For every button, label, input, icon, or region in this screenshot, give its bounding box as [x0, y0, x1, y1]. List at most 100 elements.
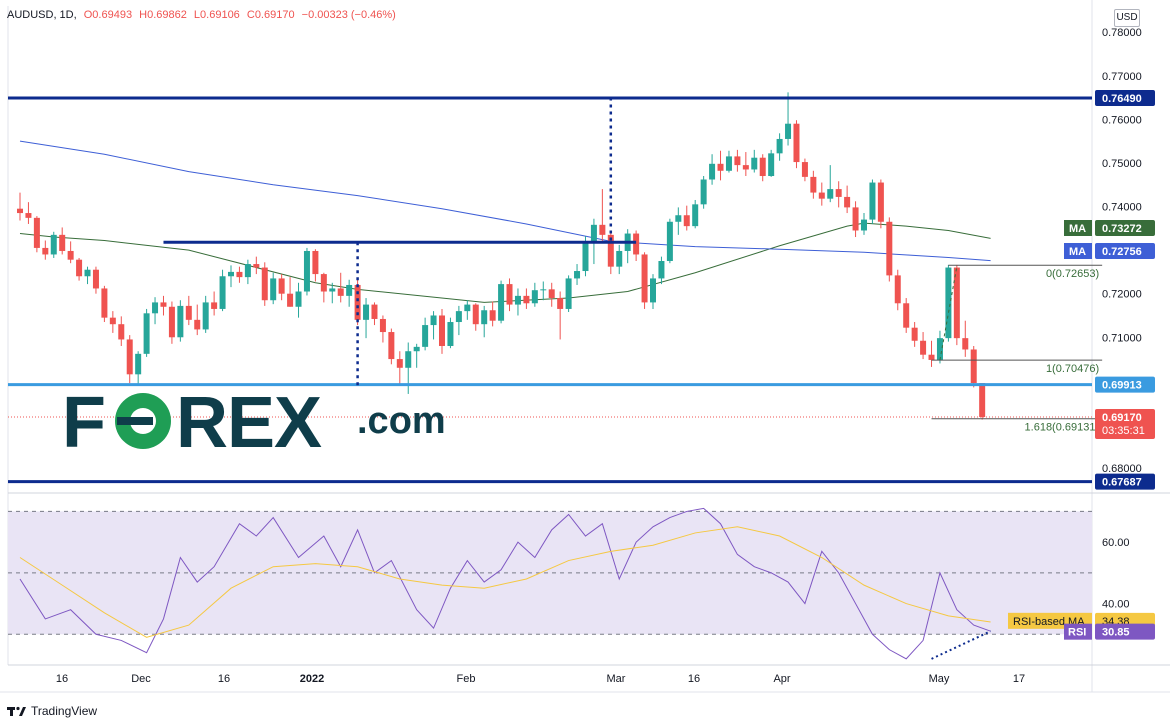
candle-body: [641, 254, 648, 303]
candle-body: [734, 156, 741, 166]
candle-body: [709, 163, 716, 180]
candle-body: [388, 332, 395, 360]
candle-body: [185, 305, 192, 320]
candle-body: [498, 284, 505, 321]
candle-body: [270, 278, 277, 301]
time-tick-label: Feb: [457, 673, 476, 685]
price-tick-label: 0.68000: [1102, 463, 1142, 475]
price-tick-label: 0.78000: [1102, 27, 1142, 39]
ma-value-tag: [1095, 243, 1155, 259]
forex-logo-text-f: F: [62, 383, 105, 463]
candle-body: [590, 224, 597, 243]
time-tick-label: Dec: [131, 673, 151, 685]
candle-body: [430, 315, 437, 326]
time-tick-label: 16: [688, 673, 700, 685]
candle-body: [911, 327, 918, 341]
candle-body: [228, 271, 234, 277]
candle-body: [152, 302, 159, 314]
candle-body: [236, 271, 243, 278]
rsi-value-tag: [1095, 623, 1155, 640]
candle-body: [523, 295, 530, 304]
candle-body: [67, 250, 74, 260]
time-tick-label: 2022: [300, 673, 324, 685]
candle-body: [413, 346, 420, 352]
candle-body: [303, 250, 310, 292]
level-price-tag: [1095, 89, 1155, 106]
candle-body: [109, 317, 116, 325]
candle-body: [725, 156, 732, 171]
rsi-value-label: 30.85: [1102, 627, 1130, 639]
open-value: O0.69493: [83, 9, 133, 21]
countdown-label: 03:35:31: [1102, 425, 1145, 437]
fib-level-label: 1(0.70476): [1046, 363, 1099, 375]
time-tick-label: 16: [218, 673, 230, 685]
candle-body: [422, 325, 429, 347]
forex-logo: F REX .com: [62, 383, 446, 463]
candle-body: [920, 340, 927, 355]
candle-body: [371, 304, 378, 319]
ma-tag-label-box: [1064, 220, 1092, 236]
candle-body: [489, 310, 496, 321]
ma-value-tag: [1095, 220, 1155, 236]
price-tick-label: 0.77000: [1102, 71, 1142, 83]
candle-body: [953, 267, 960, 339]
last-price-tag: [1095, 409, 1155, 440]
fib-level-label: 1.618(0.69131): [1025, 422, 1100, 434]
candle-body: [101, 288, 108, 318]
price-tick-label: 0.76000: [1102, 114, 1142, 126]
ma-value-label: 0.72756: [1102, 246, 1142, 258]
candle-body: [793, 123, 800, 163]
ma-value-label: 0.73272: [1102, 223, 1142, 235]
close-value: C0.69170: [246, 9, 295, 21]
level-price-label: 0.69913: [1102, 380, 1142, 392]
candle-body: [658, 261, 665, 279]
symbol-label[interactable]: AUDUSD, 1D,: [7, 9, 77, 21]
level-price-tag: [1095, 473, 1155, 490]
forex-logo-text-rex: REX: [176, 383, 322, 463]
candle-body: [768, 153, 775, 177]
candle-body: [683, 215, 690, 227]
candle-body: [506, 284, 513, 305]
candle-body: [759, 157, 766, 177]
candle-body: [675, 215, 682, 222]
candle-body: [447, 322, 454, 346]
level-price-label: 0.76490: [1102, 93, 1142, 105]
candle-body: [202, 302, 209, 330]
candle-body: [557, 298, 564, 309]
low-value: L0.69106: [193, 9, 240, 21]
price-tick-label: 0.74000: [1102, 202, 1142, 214]
candle-body: [244, 264, 251, 278]
candle-body: [481, 310, 488, 325]
candle-body: [514, 295, 521, 305]
candle-body: [903, 303, 910, 328]
candle-body: [616, 250, 623, 267]
fib-level-label: 0(0.72653): [1046, 268, 1099, 280]
candle-body: [650, 278, 656, 303]
change-value: −0.00323 (−0.46%): [301, 9, 396, 21]
candle-body: [785, 123, 792, 139]
candle-body: [337, 288, 344, 296]
rsi-ma-line: [19, 526, 991, 638]
candle-body: [194, 319, 201, 330]
candle-body: [143, 313, 150, 354]
candle-body: [666, 221, 673, 261]
candle-body: [84, 269, 91, 277]
rsi-tick-label: 60.00: [1102, 537, 1130, 549]
tradingview-footer[interactable]: TradingView: [7, 704, 97, 718]
candle-body: [92, 269, 99, 289]
candle-body: [50, 234, 57, 255]
candle-body: [928, 354, 935, 360]
candle-body: [717, 163, 724, 171]
candle-body: [936, 338, 943, 360]
rsi-tag-box: [1064, 623, 1092, 640]
currency-button[interactable]: USD: [1114, 9, 1140, 27]
ma-tag-label: MA: [1069, 223, 1086, 235]
candle-body: [17, 208, 23, 214]
candle-body: [211, 302, 218, 309]
candle-body: [135, 353, 142, 375]
candle-body: [278, 278, 285, 294]
price-tick-label: 0.72000: [1102, 289, 1142, 301]
candle-body: [354, 284, 361, 320]
